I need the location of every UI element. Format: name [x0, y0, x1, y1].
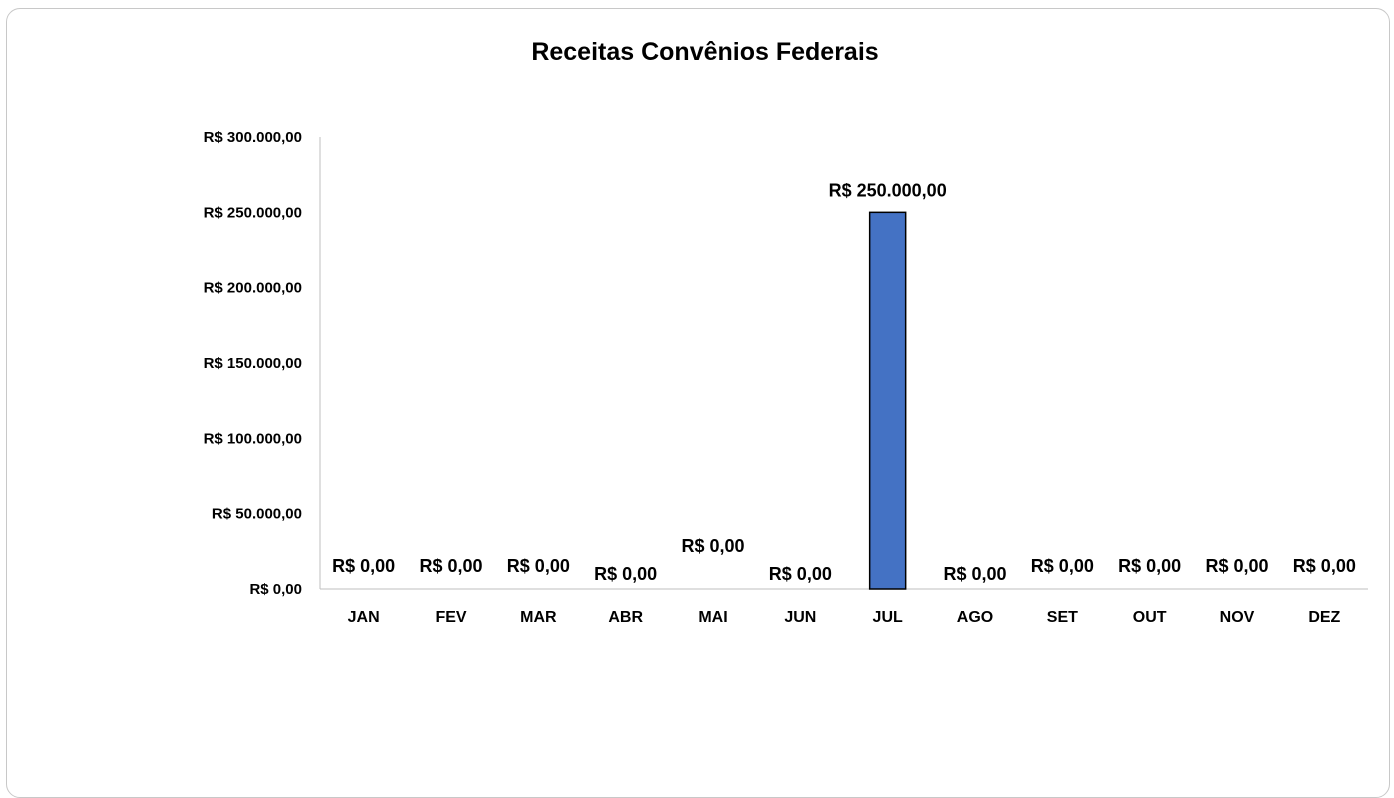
data-label: R$ 0,00 [1118, 556, 1181, 576]
data-label: R$ 0,00 [332, 556, 395, 576]
chart-title: Receitas Convênios Federais [531, 38, 879, 66]
y-tick-label: R$ 0,00 [249, 581, 302, 598]
x-tick-label: MAR [520, 609, 557, 626]
data-label: R$ 0,00 [1293, 556, 1356, 576]
x-tick-label: SET [1047, 609, 1078, 626]
y-tick-label: R$ 50.000,00 [212, 506, 302, 523]
data-label: R$ 250.000,00 [829, 180, 947, 200]
y-tick-label: R$ 100.000,00 [204, 430, 302, 447]
x-tick-label: FEV [435, 609, 466, 626]
chart-container [6, 8, 1390, 798]
data-label: R$ 0,00 [943, 564, 1006, 584]
x-tick-label: DEZ [1308, 609, 1340, 626]
x-tick-label: AGO [957, 609, 993, 626]
y-tick-label: R$ 150.000,00 [204, 355, 302, 372]
data-label: R$ 0,00 [769, 564, 832, 584]
x-tick-label: JUN [784, 609, 816, 626]
y-tick-label: R$ 300.000,00 [204, 129, 302, 146]
data-label: R$ 0,00 [1031, 556, 1094, 576]
y-tick-label: R$ 200.000,00 [204, 280, 302, 297]
data-label: R$ 0,00 [1205, 556, 1268, 576]
x-tick-label: NOV [1220, 609, 1255, 626]
data-label: R$ 0,00 [507, 556, 570, 576]
bar-jul [868, 211, 907, 590]
data-label: R$ 0,00 [594, 564, 657, 584]
data-label: R$ 0,00 [681, 536, 744, 556]
x-tick-label: OUT [1133, 609, 1167, 626]
data-label: R$ 0,00 [419, 556, 482, 576]
x-tick-label: JUL [873, 609, 903, 626]
y-tick-label: R$ 250.000,00 [204, 204, 302, 221]
x-tick-label: JAN [348, 609, 380, 626]
x-tick-label: MAI [698, 609, 727, 626]
bar-chart: R$ 0,00 R$ 50.000,00 R$ 100.000,00 R$ 150.0… [204, 129, 1368, 626]
x-tick-label: ABR [608, 609, 643, 626]
